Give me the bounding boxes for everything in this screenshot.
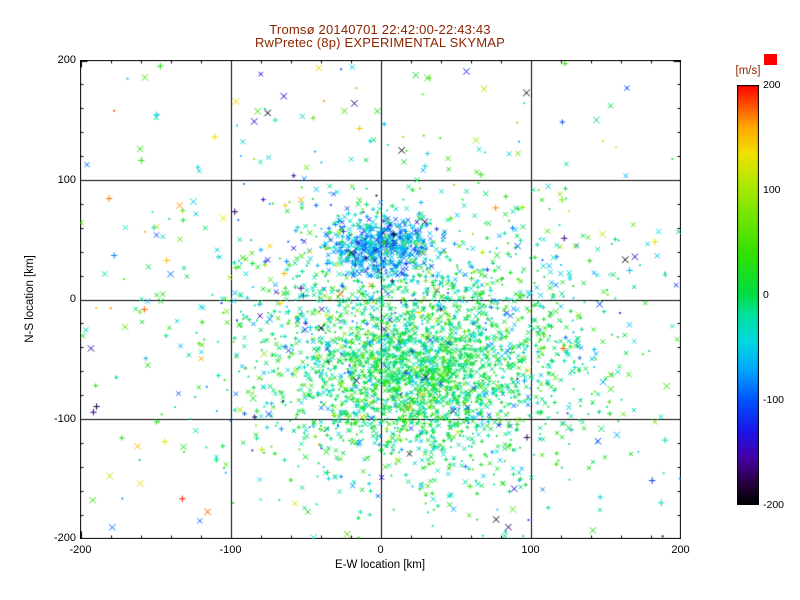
y-tick-label: 200 [57, 54, 76, 66]
figure-subtitle: RwPretec (8p) EXPERIMENTAL SKYMAP [254, 35, 506, 50]
y-tick-label: -200 [53, 532, 76, 544]
colorbar-tick-label: -100 [763, 394, 785, 406]
x-axis-title: E-W location [km] [334, 559, 426, 571]
x-tick-label: -100 [219, 544, 242, 556]
y-tick-label: 0 [69, 293, 76, 305]
y-tick-label: 100 [57, 173, 76, 186]
x-tick-label: -200 [69, 544, 92, 556]
x-tick-label: 200 [671, 544, 690, 556]
y-axis-title: N-S location [km] [24, 255, 36, 343]
colorbar-units-label: [m/s] [735, 65, 761, 77]
skymap-plot-canvas [80, 60, 681, 539]
colorbar-overflow-marker [764, 54, 777, 65]
colorbar-tick-label: 200 [763, 79, 781, 91]
colorbar [737, 85, 759, 505]
colorbar-tick-label: 100 [763, 184, 781, 196]
x-tick-label: 100 [521, 544, 540, 556]
colorbar-tick-label: -200 [763, 499, 785, 511]
x-tick-label: 0 [377, 544, 384, 556]
colorbar-tick-label: 0 [763, 289, 769, 301]
figure-title: Tromsø 20140701 22:42:00-22:43:43 [269, 22, 491, 37]
y-tick-label: -100 [53, 412, 76, 425]
